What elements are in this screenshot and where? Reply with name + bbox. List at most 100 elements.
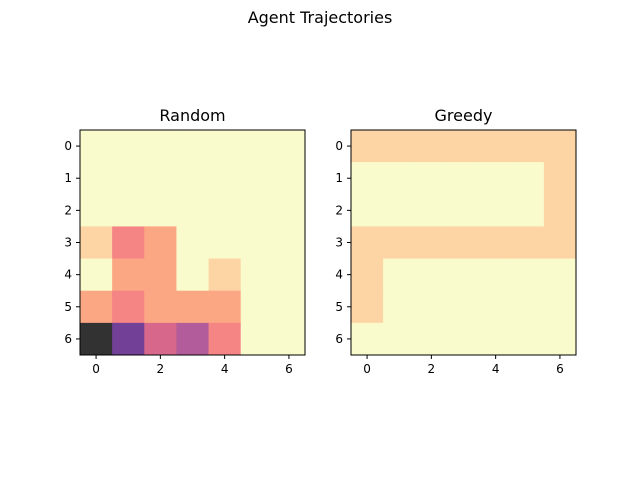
heatmap-cell [144,322,177,356]
heatmap-cell [272,290,306,324]
panel-greedy: Greedy 0 2 4 6 0 1 2 3 4 5 6 [335,106,577,376]
heatmap-cell [543,322,577,356]
heatmap-cell [447,162,480,195]
heatmap-cell [144,194,177,227]
heatmap-cell [272,258,306,292]
heatmap-cell [144,130,177,163]
x-tick-label: 6 [556,362,564,376]
heatmap-cell [415,162,448,195]
heatmap-cell [208,322,242,356]
heatmap-cell [80,194,113,227]
heatmap-cell [208,194,242,227]
heatmap-cell [112,194,145,227]
heatmap-cell [240,290,274,324]
heatmap-cell [351,258,384,292]
heatmap-cell [479,194,513,227]
figure-title: Agent Trajectories [248,8,393,27]
heatmap-cell [272,162,306,195]
heatmap-cell [208,226,242,259]
heatmap-cell [112,290,145,324]
heatmap-cell [383,162,416,195]
heatmap-cell [543,226,577,259]
heatmap-cell [415,226,448,259]
heatmap-cell [351,194,384,227]
x-tick-label: 4 [492,362,500,376]
heatmap-cell [447,130,480,163]
x-tick-label: 2 [428,362,436,376]
heatmap-cell [208,290,242,324]
heatmap-cell [80,226,113,259]
heatmap-cell [176,226,209,259]
heatmap-cell [240,226,274,259]
x-tick-label: 0 [363,362,371,376]
x-tick-label: 2 [157,362,165,376]
heatmap-cell [240,162,274,195]
heatmap-cell [479,162,513,195]
heatmap-cell [176,322,209,356]
heatmap-cell [543,162,577,195]
heatmap-cell [415,130,448,163]
heatmap-cell [383,130,416,163]
heatmap-cell [351,322,384,356]
heatmap-cell [272,226,306,259]
y-tick-label: 0 [335,139,343,153]
heatmap-cell [479,130,513,163]
heatmap-cell [479,226,513,259]
heatmap-cell [415,258,448,292]
y-tick-label: 1 [64,171,72,185]
heatmap-cell [479,322,513,356]
heatmap-cell [415,290,448,324]
heatmap-cell [479,290,513,324]
heatmap-cell [415,194,448,227]
heatmap-cell [176,258,209,292]
panels: Random 0 2 4 6 0 1 2 3 4 5 6 Greedy 0 2 4 6 0 1 2 3 4 5 6 [64,106,577,376]
heatmap-cell [208,162,242,195]
heatmap-cell [351,130,384,163]
heatmap-cell [80,258,113,292]
heatmap-cell [543,258,577,292]
heatmap-cell [543,194,577,227]
heatmap-cell [240,130,274,163]
heatmap-cell [112,258,145,292]
y-tick-label: 2 [64,203,72,217]
panel-title: Random [159,106,225,125]
y-tick-label: 4 [335,268,343,282]
heatmap-cell [176,130,209,163]
heatmap-cell [144,162,177,195]
y-tick-label: 6 [335,332,343,346]
heatmap-cell [176,290,209,324]
heatmap-cell [80,162,113,195]
heatmap-cell [511,194,545,227]
heatmap-cell [383,322,416,356]
heatmap-cell [383,226,416,259]
heatmap-cell [112,162,145,195]
heatmap-cell [383,258,416,292]
heatmap-cell [144,226,177,259]
heatmap-cell [479,258,513,292]
heatmap-cell [176,162,209,195]
heatmap-cell [112,226,145,259]
y-tick-label: 5 [335,300,343,314]
heatmap-cell [112,322,145,356]
panel-random: Random 0 2 4 6 0 1 2 3 4 5 6 [64,106,306,376]
y-tick-label: 0 [64,139,72,153]
y-tick-label: 2 [335,203,343,217]
heatmap-cell [144,258,177,292]
panel-title: Greedy [435,106,493,125]
heatmap-cell [351,162,384,195]
heatmap-cell [383,290,416,324]
heatmap-cell [511,162,545,195]
y-tick-label: 4 [64,268,72,282]
y-tick-label: 1 [335,171,343,185]
heatmap-cell [447,322,480,356]
heatmap-cell [415,322,448,356]
heatmap-cell [240,194,274,227]
heatmap-cell [511,322,545,356]
heatmap-cell [511,226,545,259]
heatmap-cell [176,194,209,227]
y-tick-label: 3 [64,236,72,250]
y-tick-label: 6 [64,332,72,346]
heatmap-cell [511,258,545,292]
heatmap-cell [80,322,113,356]
